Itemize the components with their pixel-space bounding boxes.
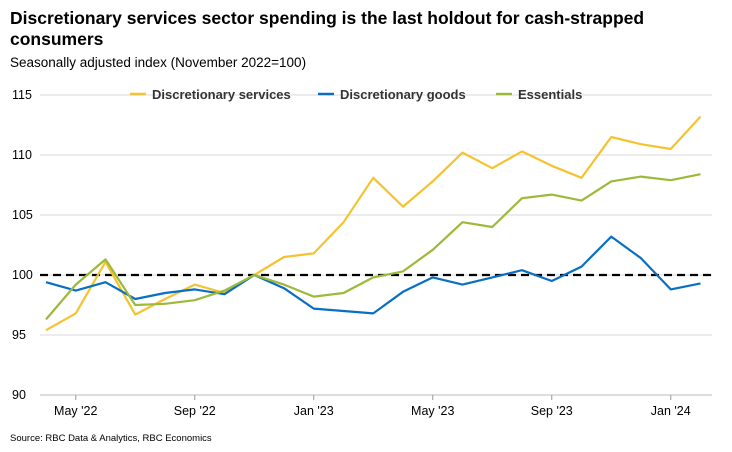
legend-label: Discretionary services [152,87,291,102]
series-line-discretionary-goods [45,235,701,315]
x-tick-label: May '22 [54,404,97,418]
x-tick-label: Sep '23 [531,404,573,418]
chart-title: Discretionary services sector spending i… [10,8,645,49]
chart-subtitle: Seasonally adjusted index (November 2022… [10,55,307,70]
y-tick-label: 100 [12,268,33,282]
y-tick-label: 110 [12,148,32,162]
y-tick-label: 105 [12,208,33,222]
y-tick-label: 90 [12,388,26,402]
x-tick-label: Sep '22 [174,404,216,418]
x-tick-label: Jan '24 [651,404,691,418]
series-line-essentials [45,173,701,321]
source-note: Source: RBC Data & Analytics, RBC Econom… [10,433,212,444]
x-tick-label: Jan '23 [294,404,334,418]
y-tick-label: 115 [12,88,32,102]
x-tick-label: May '23 [411,404,454,418]
legend-label: Discretionary goods [340,87,466,102]
y-tick-label: 95 [12,328,26,342]
legend-label: Essentials [518,87,582,102]
